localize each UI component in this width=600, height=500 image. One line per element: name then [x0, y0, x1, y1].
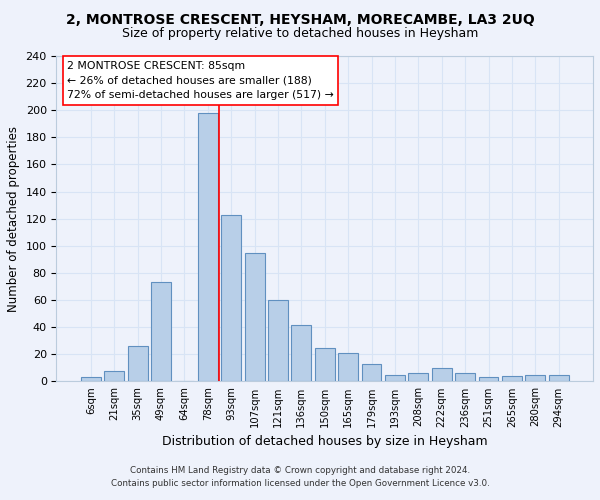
- Text: 2, MONTROSE CRESCENT, HEYSHAM, MORECAMBE, LA3 2UQ: 2, MONTROSE CRESCENT, HEYSHAM, MORECAMBE…: [65, 12, 535, 26]
- Text: Size of property relative to detached houses in Heysham: Size of property relative to detached ho…: [122, 28, 478, 40]
- Bar: [128, 346, 148, 382]
- Bar: [104, 370, 124, 382]
- Bar: [362, 364, 382, 382]
- Bar: [385, 374, 405, 382]
- Text: Contains HM Land Registry data © Crown copyright and database right 2024.
Contai: Contains HM Land Registry data © Crown c…: [110, 466, 490, 487]
- Bar: [198, 113, 218, 382]
- Bar: [268, 300, 288, 382]
- Bar: [315, 348, 335, 382]
- Bar: [151, 282, 171, 382]
- X-axis label: Distribution of detached houses by size in Heysham: Distribution of detached houses by size …: [162, 435, 488, 448]
- Bar: [81, 378, 101, 382]
- Bar: [409, 374, 428, 382]
- Bar: [526, 374, 545, 382]
- Bar: [338, 353, 358, 382]
- Bar: [432, 368, 452, 382]
- Bar: [455, 374, 475, 382]
- Bar: [292, 324, 311, 382]
- Bar: [245, 252, 265, 382]
- Bar: [479, 378, 499, 382]
- Bar: [549, 374, 569, 382]
- Bar: [502, 376, 522, 382]
- Text: 2 MONTROSE CRESCENT: 85sqm
← 26% of detached houses are smaller (188)
72% of sem: 2 MONTROSE CRESCENT: 85sqm ← 26% of deta…: [67, 61, 334, 100]
- Y-axis label: Number of detached properties: Number of detached properties: [7, 126, 20, 312]
- Bar: [221, 214, 241, 382]
